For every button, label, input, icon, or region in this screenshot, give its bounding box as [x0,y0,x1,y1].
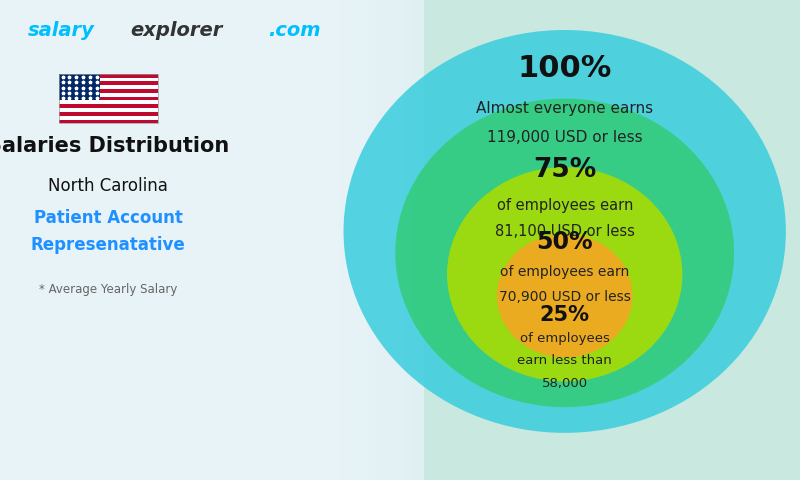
Bar [59,85,158,89]
Bar [59,100,158,104]
Circle shape [497,234,633,358]
Bar [59,93,158,96]
Bar [377,0,386,480]
Circle shape [395,98,734,407]
Text: 70,900 USD or less: 70,900 USD or less [498,290,630,304]
Text: 119,000 USD or less: 119,000 USD or less [487,130,642,144]
Bar [499,0,508,480]
Bar [59,104,158,108]
Bar [414,0,423,480]
Text: 100%: 100% [518,54,612,83]
Text: 75%: 75% [533,156,596,183]
Bar [59,116,158,120]
Text: 25%: 25% [540,305,590,324]
Bar [339,0,348,480]
Text: Almost everyone earns: Almost everyone earns [476,101,654,116]
Bar [59,74,100,100]
Text: of employees earn: of employees earn [497,198,633,213]
Bar [480,0,490,480]
Circle shape [447,167,682,382]
Bar [490,0,499,480]
Text: North Carolina: North Carolina [48,177,168,195]
Bar [405,0,414,480]
Bar [367,0,377,480]
Text: of employees: of employees [520,332,610,345]
Bar [59,78,158,82]
Bar [348,0,358,480]
Text: 58,000: 58,000 [542,377,588,390]
Bar [461,0,470,480]
Bar [59,74,158,78]
Text: salary: salary [28,22,95,40]
Bar [508,0,518,480]
Bar [423,0,433,480]
Bar [423,0,800,480]
Bar [452,0,461,480]
Bar [433,0,442,480]
Bar [358,0,367,480]
Bar [470,0,480,480]
Text: 81,100 USD or less: 81,100 USD or less [494,224,634,239]
Bar [386,0,395,480]
Text: of employees earn: of employees earn [500,264,630,279]
Bar [395,0,405,480]
Text: explorer: explorer [130,22,222,40]
Bar [59,108,158,112]
Bar [330,0,339,480]
Bar [59,112,158,116]
Text: * Average Yearly Salary: * Average Yearly Salary [39,283,178,296]
Bar [59,74,158,123]
Text: Salaries Distribution: Salaries Distribution [0,136,230,156]
Bar [59,96,158,100]
Text: Patient Account
Represenatative: Patient Account Represenatative [31,209,186,253]
Bar [0,0,423,480]
Circle shape [343,30,786,433]
Bar [59,82,158,85]
Bar [442,0,452,480]
Bar [59,89,158,93]
Text: 50%: 50% [536,230,593,254]
Text: earn less than: earn less than [518,354,612,367]
Bar [59,120,158,123]
Text: .com: .com [268,22,321,40]
